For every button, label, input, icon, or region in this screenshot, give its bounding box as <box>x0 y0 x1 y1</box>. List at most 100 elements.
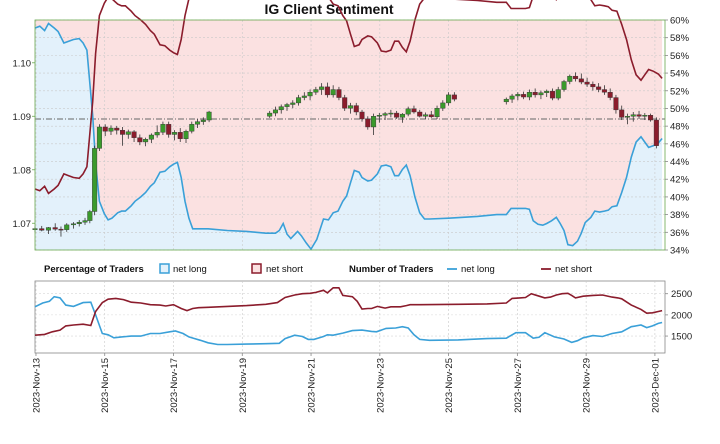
traders-axis: 1500 2000 2500 <box>665 289 692 343</box>
candle-body <box>619 109 625 118</box>
candle-bullish <box>206 110 212 123</box>
traders-plot: 1500 2000 2500 <box>34 280 692 354</box>
candle-bullish <box>319 83 325 95</box>
percent-tick-label: 56% <box>670 51 690 62</box>
candle-bullish <box>376 113 382 123</box>
chart-title: IG Client Sentiment <box>264 1 393 17</box>
percent-tick-label: 44% <box>670 157 690 168</box>
candle-bearish <box>590 81 596 91</box>
candle-bearish <box>653 117 659 149</box>
percent-tick-label: 60% <box>670 16 690 27</box>
candle-body <box>636 114 642 117</box>
candle-body <box>642 115 648 117</box>
candle-body <box>195 121 201 125</box>
candle-bearish <box>324 82 330 98</box>
candle-bearish <box>39 225 45 232</box>
percent-tick-label: 42% <box>670 175 690 186</box>
candle-bullish <box>92 145 98 216</box>
candle-bearish <box>549 88 555 101</box>
candle-body <box>284 104 290 107</box>
candle-bullish <box>382 112 388 121</box>
candle-bearish <box>596 83 602 93</box>
candle-bullish <box>154 125 160 138</box>
candle-body <box>87 211 93 221</box>
net-long-area <box>35 23 663 250</box>
candle-body <box>648 115 654 121</box>
candle-body <box>290 102 296 105</box>
candle-bullish <box>330 85 336 98</box>
candle-body <box>573 75 579 80</box>
candle-bullish <box>313 86 319 95</box>
candle-body <box>417 111 423 117</box>
candle-bullish <box>160 121 166 135</box>
candle-bullish <box>183 129 189 144</box>
candle-bullish <box>561 79 567 92</box>
candle-body <box>82 220 88 223</box>
candle-body <box>52 227 58 230</box>
candle-body <box>613 97 619 111</box>
candle-bullish <box>630 112 636 122</box>
candle-bullish <box>555 86 561 101</box>
percent-tick-label: 52% <box>670 86 690 97</box>
candle-body <box>451 94 457 100</box>
candle-body <box>434 108 440 118</box>
candle-bearish <box>58 226 64 237</box>
candle-bearish <box>336 86 342 101</box>
candle-body <box>653 119 659 146</box>
candle-body <box>58 228 64 231</box>
candle-bearish <box>428 110 434 118</box>
candle-body <box>76 221 82 224</box>
percent-tick-label: 36% <box>670 228 690 239</box>
percent-tick-label: 50% <box>670 104 690 115</box>
candle-body <box>267 112 273 117</box>
date-tick-label: 2023-Nov-29 <box>582 358 593 413</box>
legend-pct-short-swatch <box>251 263 262 274</box>
candle-bullish <box>70 222 76 229</box>
candle-bullish <box>284 102 290 111</box>
legend-pct-short: net short <box>266 264 303 275</box>
candle-body <box>359 111 365 120</box>
candle-body <box>503 98 509 103</box>
candle-body <box>177 132 183 139</box>
candle-body <box>342 97 348 109</box>
candle-body <box>125 131 131 135</box>
net-long-traders-line <box>34 295 663 346</box>
candle-body <box>549 90 555 99</box>
candle-bearish <box>417 109 423 118</box>
candle-body <box>515 94 521 97</box>
candle-body <box>509 95 515 100</box>
candle-bullish <box>278 104 284 114</box>
candle-bullish <box>189 121 195 134</box>
candle-bearish <box>573 72 579 82</box>
candle-bullish <box>567 74 573 85</box>
legend-num-short: net short <box>555 264 592 275</box>
candle-body <box>137 137 143 143</box>
candle-bullish <box>301 92 307 101</box>
candle-bearish <box>353 102 359 116</box>
candle-body <box>388 112 394 115</box>
candle-body <box>584 81 590 85</box>
candle-body <box>376 115 382 117</box>
candle-bullish <box>267 110 273 118</box>
percent-tick-label: 48% <box>670 122 690 133</box>
candle-bullish <box>446 92 452 106</box>
candle-bearish <box>578 73 584 85</box>
candle-bearish <box>607 88 613 101</box>
legend-pct-title: Percentage of Traders <box>44 264 144 275</box>
candle-body <box>160 124 166 133</box>
candle-body <box>630 114 636 117</box>
candle-bullish <box>108 125 114 135</box>
price-tick-label: 1.08 <box>13 165 32 176</box>
net-short-area <box>35 20 663 250</box>
net-short-pct-line <box>34 0 663 195</box>
candle-bullish <box>290 100 296 109</box>
price-tick-label: 1.10 <box>13 58 32 69</box>
date-tick-label: 2023-Nov-13 <box>31 358 42 413</box>
traders-tick-label: 1500 <box>671 332 692 343</box>
candle-body <box>102 126 108 132</box>
candle-body <box>166 124 172 135</box>
candle-body <box>423 114 429 117</box>
candle-body <box>521 94 527 98</box>
candle-body <box>148 134 154 140</box>
candle-body <box>301 95 307 98</box>
